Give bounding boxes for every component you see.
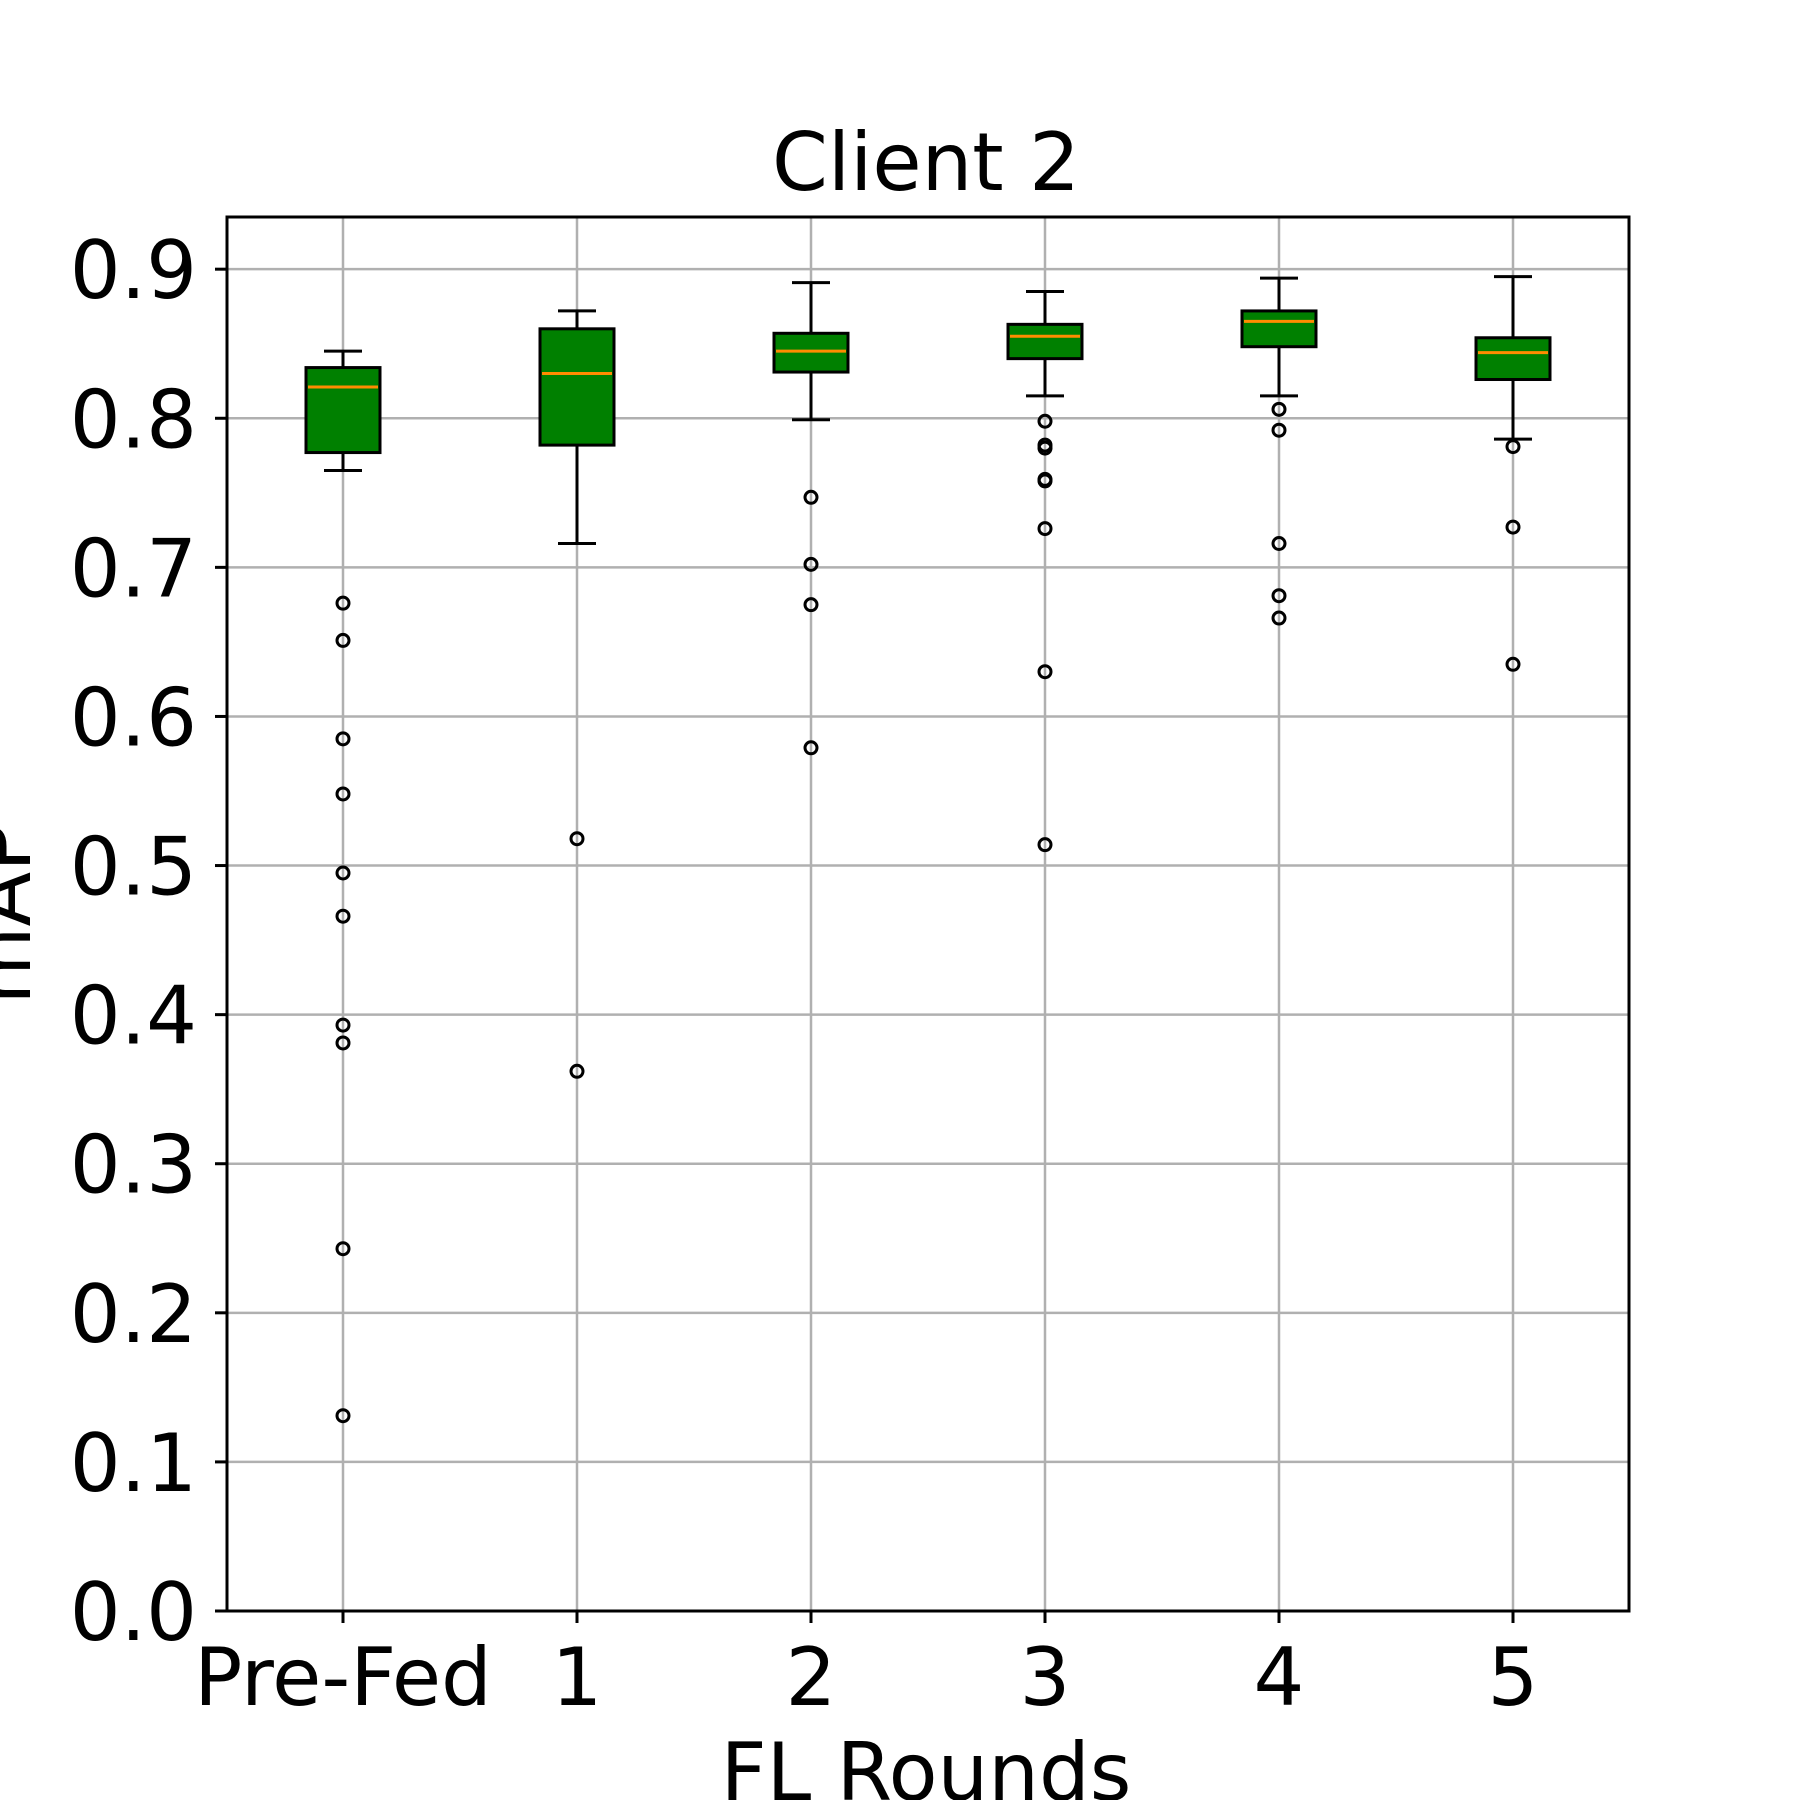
y-tick-label: 0.6: [70, 671, 197, 764]
box-round-4: [1240, 276, 1318, 626]
y-tick-label: 0.8: [70, 373, 197, 466]
y-tick-label: 0.2: [70, 1268, 197, 1361]
outlier-point: [803, 597, 819, 613]
box-body: [538, 327, 616, 447]
outlier-point: [1037, 440, 1053, 456]
outlier-point: [1037, 413, 1053, 429]
box-round-2: [772, 281, 850, 756]
box-round-3: [1006, 290, 1084, 853]
outlier-point: [335, 1017, 351, 1033]
x-tick-label: 1: [552, 1631, 603, 1724]
plot-area-frame: [225, 215, 1631, 1613]
outlier-point: [803, 740, 819, 756]
outlier-point: [335, 632, 351, 648]
outlier-point: [569, 831, 585, 847]
outlier-point: [1037, 837, 1053, 853]
x-tick-label: 2: [786, 1631, 837, 1724]
outlier-point: [335, 595, 351, 611]
x-tick-label: 5: [1488, 1631, 1539, 1724]
x-axis: Pre-Fed 1 2 3 4 5: [194, 1611, 1538, 1724]
y-tick-label: 0.3: [70, 1119, 197, 1212]
y-tick-label: 0.5: [70, 821, 197, 914]
outlier-point: [1505, 519, 1521, 535]
box-body: [304, 366, 382, 455]
box-body: [1006, 322, 1084, 361]
outlier-point: [803, 556, 819, 572]
outlier-point: [335, 865, 351, 881]
y-tick-label: 0.9: [70, 224, 197, 317]
outlier-point: [803, 489, 819, 505]
outlier-point: [1037, 521, 1053, 537]
y-tick-label: 0.7: [70, 522, 197, 615]
outlier-point: [335, 1408, 351, 1424]
outlier-point: [1037, 664, 1053, 680]
box-pre-fed: [304, 349, 382, 1424]
outlier-point: [1271, 401, 1287, 417]
outlier-point: [335, 1035, 351, 1051]
box-round-5: [1474, 275, 1552, 672]
outlier-point: [1505, 439, 1521, 455]
outlier-point: [569, 1063, 585, 1079]
outlier-point: [1271, 422, 1287, 438]
outlier-point: [335, 731, 351, 747]
outlier-point: [335, 908, 351, 924]
box-round-1: [538, 309, 616, 1079]
outlier-point: [1505, 656, 1521, 672]
x-tick-label: 4: [1254, 1631, 1305, 1724]
box-series: [304, 275, 1552, 1424]
box-body: [1474, 336, 1552, 382]
y-axis-label: mAP: [0, 824, 49, 1005]
box-body: [1240, 309, 1318, 349]
outlier-point: [335, 786, 351, 802]
outlier-point: [1271, 588, 1287, 604]
y-tick-label: 0.0: [70, 1566, 197, 1659]
grid-lines: [227, 217, 1629, 1613]
x-tick-label: Pre-Fed: [194, 1631, 492, 1724]
x-axis-label: FL Rounds: [721, 1726, 1132, 1800]
x-tick-label: 3: [1020, 1631, 1071, 1724]
outlier-point: [1037, 473, 1053, 489]
y-tick-label: 0.1: [70, 1417, 197, 1510]
chart-title: Client 2: [772, 116, 1080, 209]
outlier-point: [1271, 536, 1287, 552]
y-axis: 0.0 0.1 0.2 0.3 0.4 0.5 0.6 0.7 0.8 0.9: [70, 224, 227, 1659]
y-tick-label: 0.4: [70, 970, 197, 1063]
outlier-point: [335, 1241, 351, 1257]
outlier-point: [1271, 610, 1287, 626]
